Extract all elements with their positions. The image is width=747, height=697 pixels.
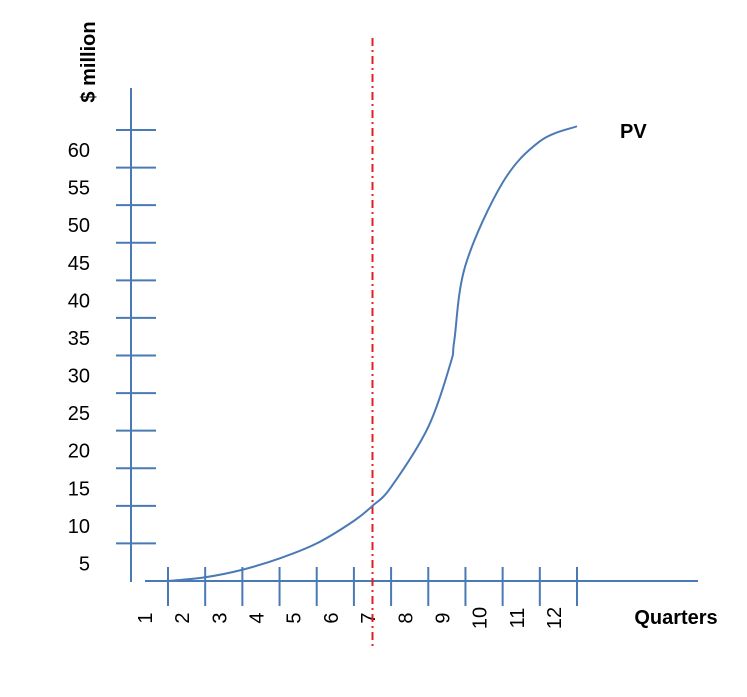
- x-tick-label: 3: [209, 612, 231, 623]
- series-group: [167, 125, 578, 582]
- series-label-pv: PV: [620, 121, 647, 143]
- x-tick-label: 9: [432, 612, 454, 623]
- y-tick-label: 10: [68, 516, 90, 538]
- x-tick-label: 4: [247, 612, 269, 623]
- x-tick-label: 5: [284, 612, 306, 623]
- y-tick-label: 50: [68, 215, 90, 237]
- y-tick-label: 60: [68, 140, 90, 162]
- y-tick-label: 20: [68, 441, 90, 463]
- y-tick-label: 5: [79, 553, 90, 575]
- y-tick-label: 35: [68, 328, 90, 350]
- x-tick-label: 11: [507, 608, 529, 629]
- x-tick-label: 1: [135, 612, 157, 623]
- y-tick-label: 45: [68, 253, 90, 275]
- x-tick-label: 10: [470, 607, 492, 629]
- y-tick-label: 25: [68, 403, 90, 425]
- y-tick-labels: 5 10 15 20 25 30 35 40 45 50 55 60: [68, 140, 90, 575]
- x-tick-label: 2: [172, 612, 194, 623]
- x-tick-label: 12: [544, 607, 566, 629]
- x-tick-label: 6: [321, 612, 343, 623]
- y-axis-title: $ million: [78, 21, 100, 102]
- x-tick-label: 7: [358, 612, 380, 623]
- x-axis-title: Quarters: [634, 607, 717, 629]
- y-tick-label: 15: [68, 478, 90, 500]
- y-tick-label: 30: [68, 366, 90, 388]
- x-tick-labels: 1 2 3 4 5 6 7 8 9 10 11 12: [135, 607, 566, 629]
- x-axis: [145, 567, 698, 606]
- series-line-pv: [167, 125, 578, 582]
- x-tick-label: 8: [395, 612, 417, 623]
- y-tick-label: 55: [68, 178, 90, 200]
- y-tick-label: 40: [68, 290, 90, 312]
- y-axis: [116, 88, 156, 582]
